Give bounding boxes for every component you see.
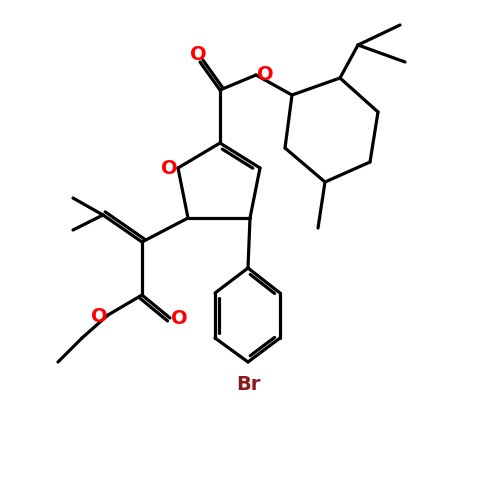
Text: O: O [170,310,188,328]
Text: O: O [256,64,274,84]
Text: O: O [90,306,108,326]
Text: O: O [190,46,206,64]
Text: O: O [160,160,178,178]
Text: Br: Br [236,374,260,394]
